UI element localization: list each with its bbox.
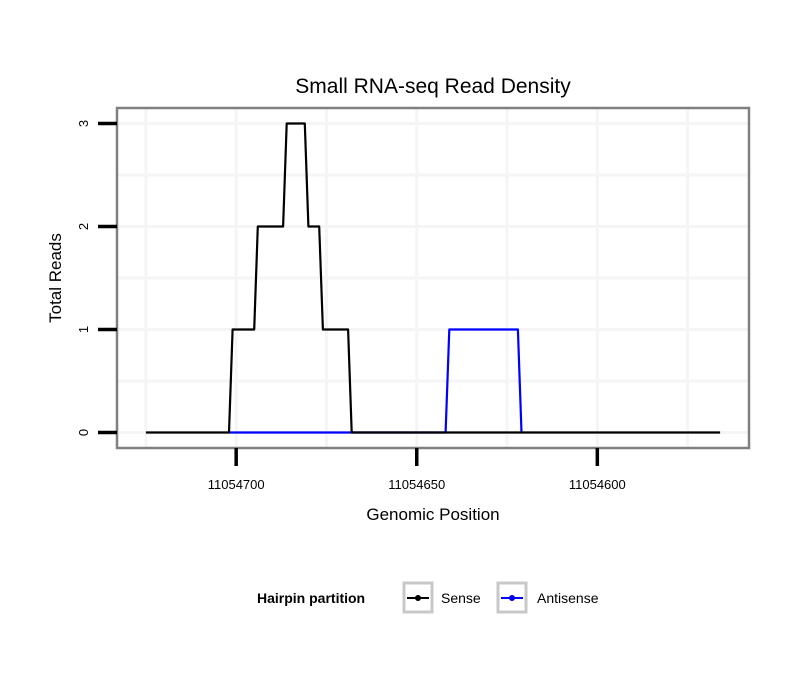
legend-point-antisense: [509, 595, 515, 601]
legend-label-antisense: Antisense: [537, 590, 599, 606]
x-tick-label: 11054600: [569, 477, 626, 492]
series-line-sense: [145, 122, 721, 434]
y-tick-label: 3: [76, 120, 91, 127]
y-tick-label: 0: [76, 429, 91, 436]
legend-title: Hairpin partition: [257, 590, 365, 606]
plot-border: [115, 106, 751, 450]
y-tick-label: 1: [76, 326, 91, 333]
series-lines: [145, 122, 721, 434]
y-axis-label: Total Reads: [46, 233, 65, 323]
x-axis-label: Genomic Position: [366, 505, 499, 524]
x-tick-label: 11054650: [388, 477, 445, 492]
chart-title: Small RNA-seq Read Density: [295, 75, 571, 98]
x-tick-label: 11054700: [208, 477, 265, 492]
y-axis: 0 1 2 3: [76, 120, 117, 436]
legend-item-antisense[interactable]: Antisense: [496, 581, 599, 614]
legend-item-sense[interactable]: Sense: [402, 581, 481, 614]
x-axis: 11054700 11054650 11054600: [208, 448, 626, 492]
legend-point-sense: [415, 595, 421, 601]
y-tick-label: 2: [76, 223, 91, 230]
legend-label-sense: Sense: [441, 590, 481, 606]
legend: Hairpin partition Sense Antisense: [257, 581, 599, 614]
